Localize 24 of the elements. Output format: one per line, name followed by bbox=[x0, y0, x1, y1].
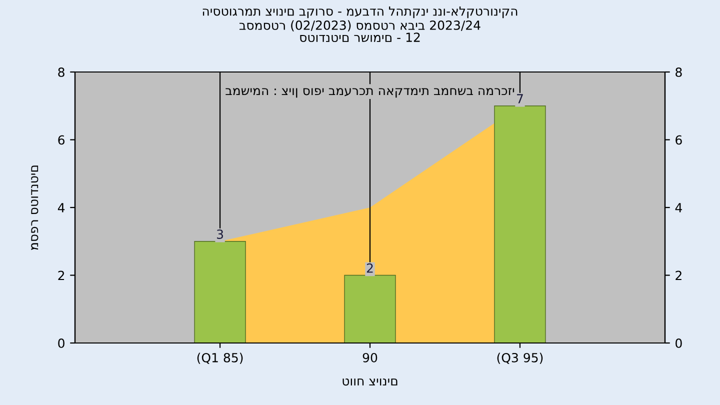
y-tick-label: 6 bbox=[58, 135, 64, 145]
bar bbox=[194, 241, 246, 343]
y-axis-title: מספר סטודנטים bbox=[31, 166, 38, 250]
y2-tick-label: 4 bbox=[675, 203, 682, 212]
annotation: במשימה : ציון סופי במערכת האקדמית במחשב המרכזי bbox=[226, 88, 514, 98]
y2-tick-label: 0 bbox=[676, 338, 682, 348]
y2-tick-label: 6 bbox=[676, 135, 682, 145]
x-tick-label: 90 bbox=[362, 352, 378, 362]
chart-title: היסטוגרמת ציונים בקורס - מעבדה להתקני ננו-אלקטרוניקה bbox=[202, 6, 518, 18]
y-tick-label: 8 bbox=[58, 67, 64, 77]
y-tick-label: 4 bbox=[58, 203, 65, 212]
x-tick-label: (Q1 85) bbox=[197, 352, 243, 364]
bar bbox=[494, 106, 546, 343]
data-label: 7 bbox=[517, 94, 523, 104]
chart-subtitle: בסמסטר (02/2023) סמסטר אביב 2023/24 סטודנטים רשומים - 12 bbox=[239, 20, 480, 42]
y2-tick-label: 2 bbox=[676, 270, 682, 280]
x-tick-label: (Q3 95) bbox=[497, 352, 543, 364]
bar bbox=[344, 274, 396, 343]
y2-tick-label: 8 bbox=[676, 67, 682, 77]
data-label: 2 bbox=[366, 263, 373, 273]
y-tick-label: 2 bbox=[58, 270, 64, 280]
x-axis-title: טווח ציונים bbox=[342, 378, 398, 386]
data-label: 3 bbox=[217, 230, 223, 239]
y-tick-label: 0 bbox=[58, 338, 64, 348]
